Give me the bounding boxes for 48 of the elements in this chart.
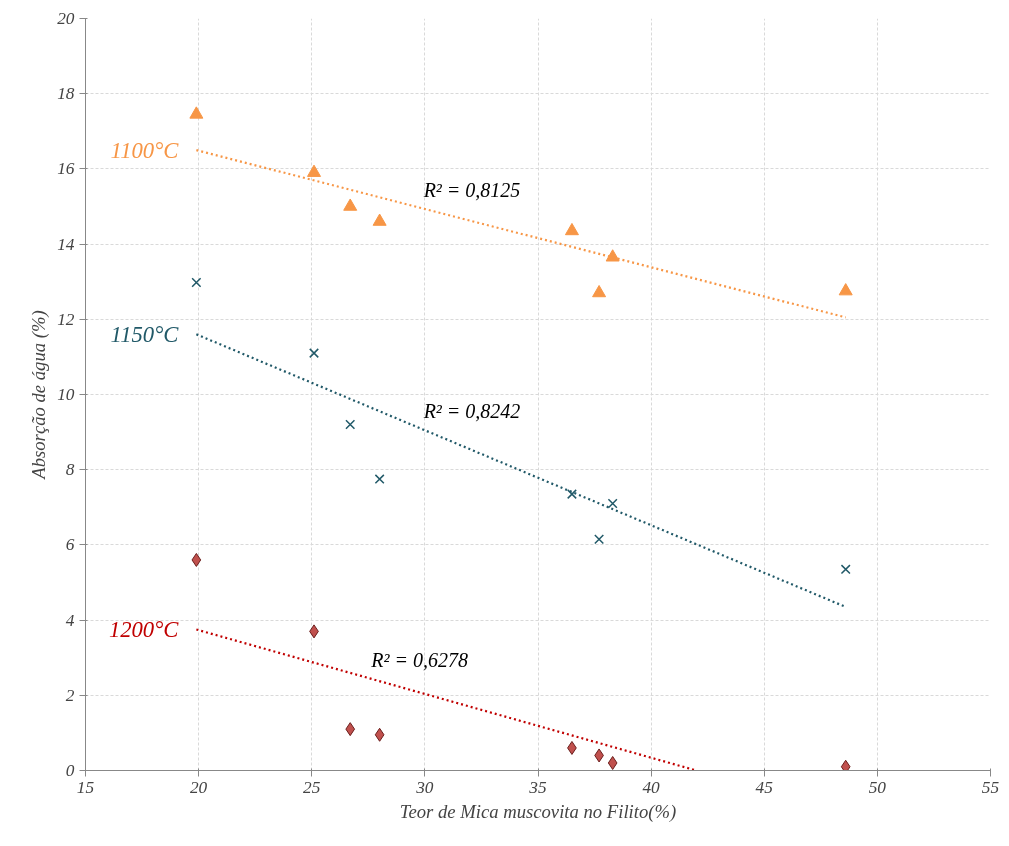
y-tick-label: 10: [57, 385, 75, 404]
point: [592, 284, 607, 298]
x-tick-label: 35: [528, 777, 547, 797]
annotation: R² = 0,8125: [422, 178, 521, 201]
point: [345, 722, 356, 737]
x-tick-label: 25: [303, 777, 321, 797]
point: [345, 419, 356, 430]
point: [372, 213, 387, 226]
series-label: 1200°C: [108, 617, 180, 642]
point: [307, 164, 322, 177]
x-tick-label: 15: [76, 777, 95, 797]
point: [607, 755, 618, 770]
x-tick-label: 55: [981, 777, 1000, 797]
point: [605, 249, 620, 262]
y-tick-label: 12: [57, 309, 75, 329]
y-tick-label: 4: [65, 610, 75, 630]
series-label: 1100°C: [110, 137, 180, 163]
point: [840, 564, 851, 575]
annotation: R² = 0,8242: [422, 399, 521, 422]
annotation: R² = 0,6278: [370, 648, 469, 671]
point: [191, 277, 202, 288]
point: [189, 106, 204, 119]
point: [374, 727, 385, 742]
point: [594, 534, 605, 545]
y-tick-label: 8: [65, 460, 75, 480]
x-tick-label: 30: [415, 777, 434, 797]
y-tick-label: 14: [57, 234, 75, 254]
y-tick-label: 2: [65, 685, 75, 705]
point: [191, 552, 202, 567]
y-tick-label: 16: [57, 159, 75, 179]
x-tick-label: 20: [189, 777, 208, 797]
point: [838, 283, 853, 296]
x-axis-title: Teor de Mica muscovita no Filito(%): [399, 800, 677, 823]
point: [309, 348, 320, 359]
y-tick-label: 0: [65, 761, 75, 780]
y-tick-label: 6: [65, 535, 75, 555]
y-tick-label: 18: [57, 84, 75, 104]
y-axis-title: Absorção de água (%): [28, 310, 51, 481]
y-tick-label: 20: [57, 9, 75, 28]
series-label: 1150°C: [110, 321, 180, 347]
point: [607, 498, 618, 509]
point: [343, 198, 358, 211]
point: [566, 489, 577, 500]
point: [374, 474, 385, 485]
x-tick-label: 45: [755, 777, 774, 797]
x-tick-label: 50: [868, 777, 887, 797]
point: [564, 222, 579, 236]
x-tick-label: 40: [642, 777, 661, 797]
